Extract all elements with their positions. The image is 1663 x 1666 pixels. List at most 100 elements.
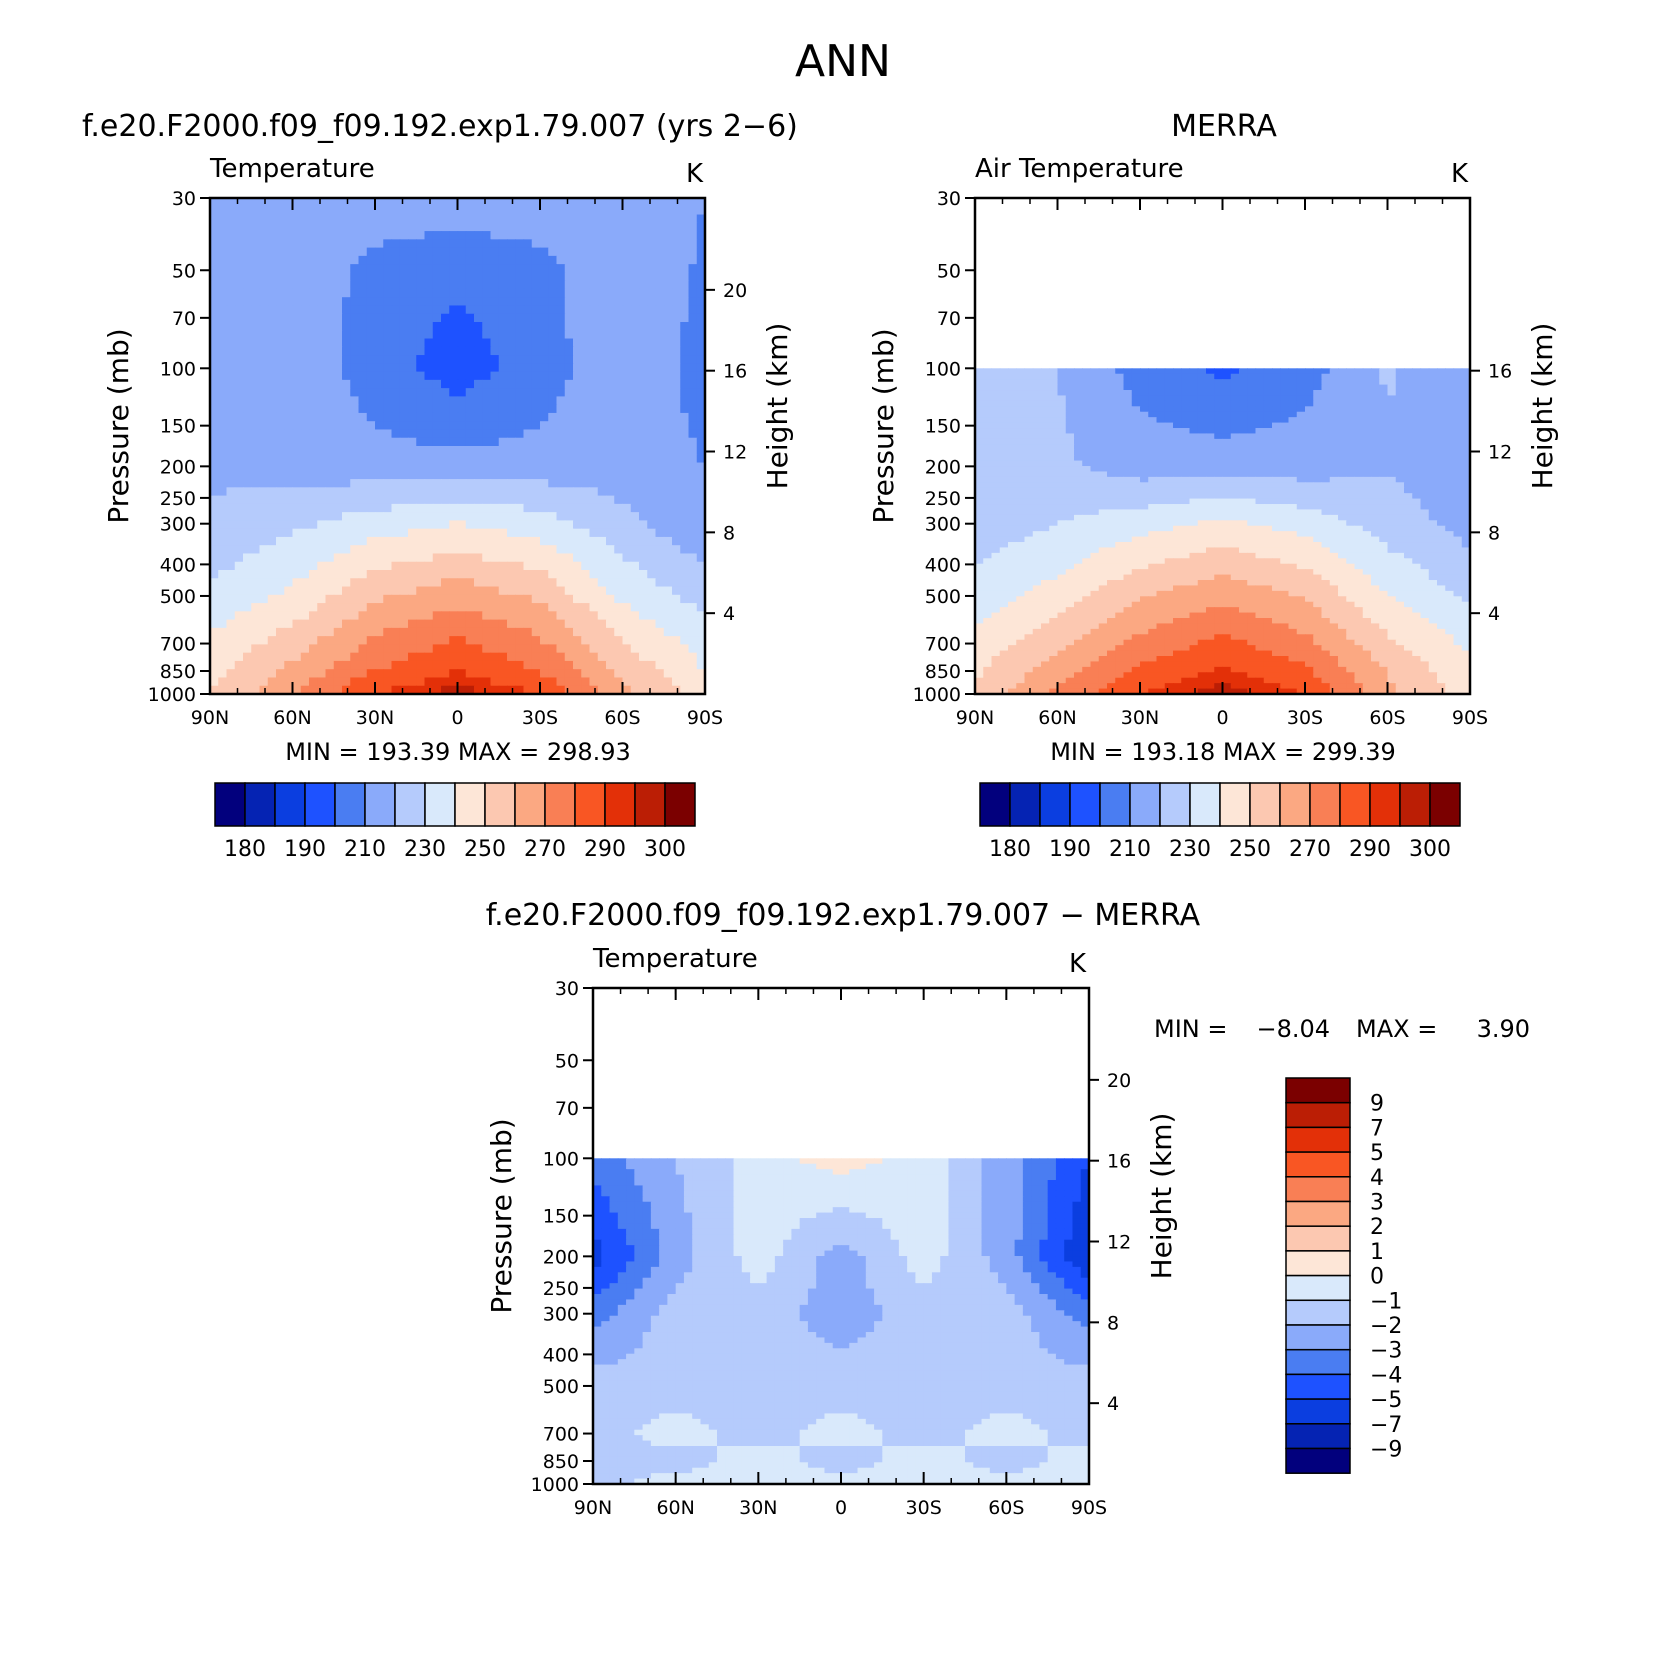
field-cell bbox=[1247, 400, 1257, 407]
panel1-units: K bbox=[686, 159, 704, 189]
field-cell bbox=[1024, 384, 1034, 391]
field-cell bbox=[1453, 433, 1463, 440]
field-cell bbox=[1074, 455, 1083, 462]
field-cell bbox=[457, 322, 467, 331]
field-cell bbox=[317, 553, 327, 563]
field-cell bbox=[350, 222, 360, 232]
field-cell bbox=[515, 297, 525, 307]
field-cell bbox=[983, 444, 993, 451]
field-cell bbox=[424, 512, 434, 521]
field-cell bbox=[432, 288, 442, 298]
field-cell bbox=[474, 288, 483, 298]
field-cell bbox=[234, 412, 244, 422]
field-cell bbox=[391, 454, 401, 464]
field-cell bbox=[234, 322, 244, 331]
field-cell bbox=[1362, 444, 1372, 451]
field-cell bbox=[1115, 373, 1125, 380]
field-cell bbox=[251, 297, 261, 307]
field-cell bbox=[1214, 390, 1224, 397]
field-cell bbox=[647, 611, 657, 621]
field-cell bbox=[399, 437, 409, 447]
field-cell bbox=[1263, 422, 1273, 429]
field-cell bbox=[597, 396, 607, 406]
field-cell bbox=[441, 305, 450, 315]
field-cell bbox=[1131, 384, 1141, 391]
field-cell bbox=[391, 495, 401, 505]
field-cell bbox=[1016, 449, 1026, 456]
field-cell bbox=[391, 652, 401, 662]
field-cell bbox=[317, 264, 327, 273]
field-cell bbox=[383, 660, 393, 670]
field-cell bbox=[432, 322, 442, 331]
field-cell bbox=[1420, 395, 1430, 402]
field-cell bbox=[1404, 384, 1413, 391]
field-cell bbox=[1288, 406, 1298, 413]
field-cell bbox=[672, 198, 681, 207]
field-cell bbox=[1272, 476, 1281, 483]
field-cell bbox=[1404, 411, 1413, 418]
field-cell bbox=[523, 264, 533, 273]
field-cell bbox=[1181, 379, 1191, 386]
field-cell bbox=[342, 355, 351, 364]
field-cell bbox=[647, 288, 657, 298]
field-cell bbox=[449, 388, 459, 397]
field-cell bbox=[581, 487, 591, 497]
field-cell bbox=[564, 603, 574, 612]
field-cell bbox=[622, 239, 632, 249]
field-cell bbox=[350, 371, 360, 381]
field-cell bbox=[251, 429, 261, 439]
field-cell bbox=[399, 264, 409, 273]
field-cell bbox=[292, 206, 302, 216]
field-cell bbox=[975, 471, 984, 478]
field-cell bbox=[1239, 373, 1248, 380]
field-cell bbox=[1453, 487, 1463, 494]
field-cell bbox=[1090, 417, 1100, 424]
field-cell bbox=[490, 355, 500, 364]
field-cell bbox=[490, 247, 500, 257]
field-cell bbox=[342, 570, 351, 579]
field-cell bbox=[226, 454, 236, 464]
field-cell bbox=[292, 586, 302, 596]
field-cell bbox=[375, 528, 384, 538]
field-cell bbox=[441, 520, 450, 530]
field-cell bbox=[614, 677, 624, 687]
field-cell bbox=[226, 603, 236, 612]
field-cell bbox=[540, 545, 549, 555]
field-cell bbox=[975, 449, 984, 456]
field-cell bbox=[474, 536, 483, 546]
field-cell bbox=[267, 297, 277, 307]
field-cell bbox=[457, 553, 467, 563]
field-cell bbox=[672, 313, 681, 323]
field-cell bbox=[210, 578, 219, 588]
field-cell bbox=[556, 586, 566, 596]
field-cell bbox=[688, 652, 698, 662]
field-cell bbox=[589, 636, 599, 645]
field-cell bbox=[548, 594, 558, 604]
field-cell bbox=[647, 462, 657, 472]
field-cell bbox=[688, 288, 698, 298]
field-cell bbox=[507, 462, 516, 472]
field-cell bbox=[1362, 455, 1372, 462]
field-cell bbox=[647, 198, 657, 207]
field-cell bbox=[663, 644, 673, 654]
field-cell bbox=[284, 338, 294, 348]
field-cell bbox=[218, 429, 228, 439]
field-cell bbox=[1420, 411, 1430, 418]
field-cell bbox=[606, 586, 615, 596]
field-cell bbox=[358, 586, 368, 596]
field-cell bbox=[696, 594, 705, 604]
field-cell bbox=[350, 446, 360, 455]
field-cell bbox=[317, 462, 327, 472]
field-cell bbox=[317, 346, 327, 356]
field-cell bbox=[655, 264, 665, 273]
field-cell bbox=[1313, 411, 1323, 418]
field-cell bbox=[614, 346, 624, 356]
field-cell bbox=[688, 627, 698, 637]
field-cell bbox=[276, 297, 285, 307]
field-cell bbox=[358, 379, 368, 389]
field-cell bbox=[606, 231, 615, 240]
field-cell bbox=[1206, 406, 1215, 413]
field-cell bbox=[309, 619, 318, 629]
field-cell bbox=[1288, 487, 1298, 494]
field-cell bbox=[1362, 368, 1372, 375]
